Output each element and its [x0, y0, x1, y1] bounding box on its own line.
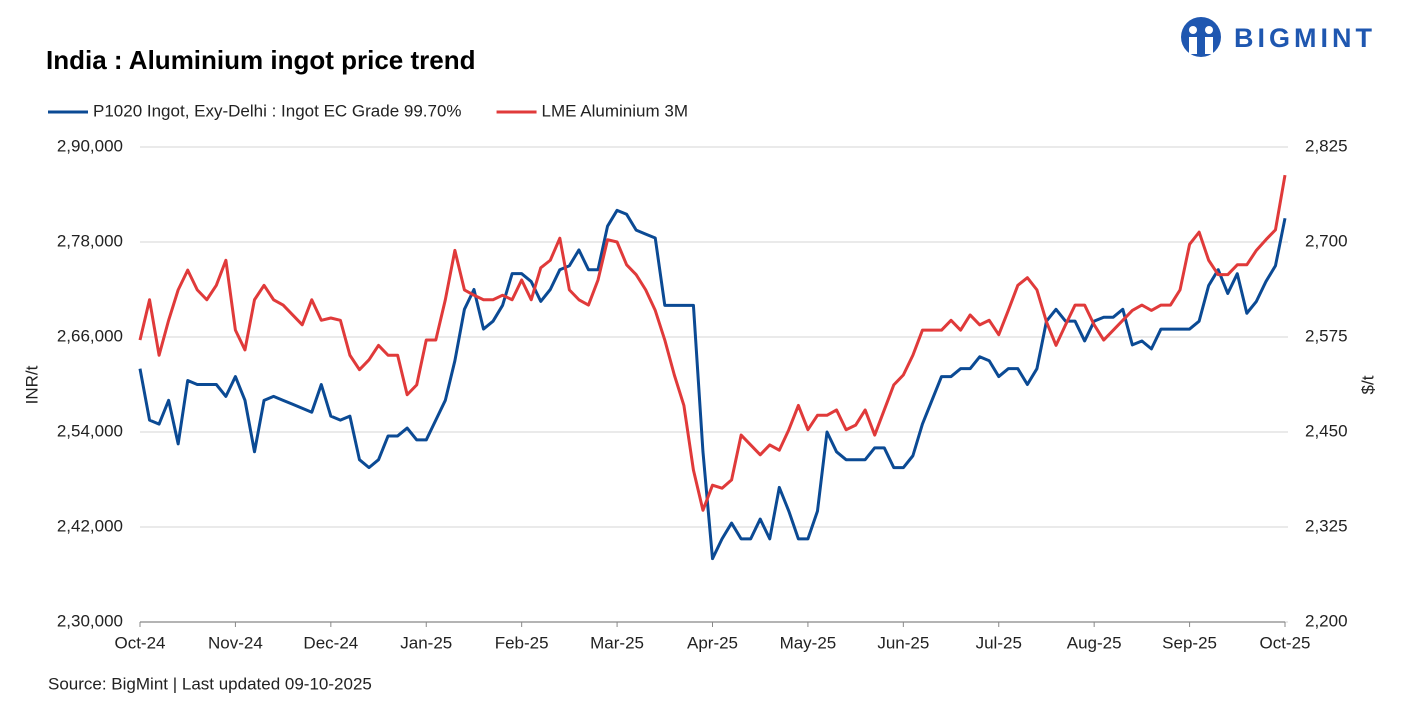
x-tick-label: Feb-25 [495, 633, 549, 652]
legend-label: LME Aluminium 3M [542, 101, 688, 120]
x-tick-label: Aug-25 [1067, 633, 1122, 652]
x-tick-label: Apr-25 [687, 633, 738, 652]
x-tick-label: Sep-25 [1162, 633, 1217, 652]
x-tick-label: Jan-25 [400, 633, 452, 652]
x-tick-label: Oct-24 [114, 633, 165, 652]
y2-tick-label: 2,700 [1305, 231, 1348, 250]
y2-tick-label: 2,325 [1305, 516, 1348, 535]
y2-axis-label: $/t [1358, 375, 1377, 394]
x-tick-label: Dec-24 [303, 633, 358, 652]
y2-tick-label: 2,450 [1305, 421, 1348, 440]
y-axis-label: INR/t [22, 365, 41, 404]
x-tick-label: May-25 [780, 633, 837, 652]
x-tick-label: Jul-25 [976, 633, 1022, 652]
chart-title: India : Aluminium ingot price trend [46, 45, 475, 75]
y2-tick-label: 2,575 [1305, 326, 1348, 345]
source-note: Source: BigMint | Last updated 09-10-202… [48, 674, 372, 693]
series-line [138, 174, 1287, 512]
y-tick-label: 2,54,000 [57, 421, 123, 440]
x-tick-label: Jun-25 [877, 633, 929, 652]
x-tick-label: Nov-24 [208, 633, 263, 652]
logo-text: BIGMINT [1234, 23, 1376, 53]
x-tick-label: Mar-25 [590, 633, 644, 652]
y2-tick-label: 2,825 [1305, 136, 1348, 155]
y2-tick-label: 2,200 [1305, 611, 1348, 630]
y-tick-label: 2,42,000 [57, 516, 123, 535]
x-tick-label: Oct-25 [1259, 633, 1310, 652]
y-tick-label: 2,78,000 [57, 231, 123, 250]
legend-label: P1020 Ingot, Exy-Delhi : Ingot EC Grade … [93, 101, 462, 120]
logo-icon [1181, 17, 1221, 57]
y-tick-label: 2,66,000 [57, 326, 123, 345]
y-tick-label: 2,90,000 [57, 136, 123, 155]
series-line [138, 208, 1287, 561]
y-tick-label: 2,30,000 [57, 611, 123, 630]
